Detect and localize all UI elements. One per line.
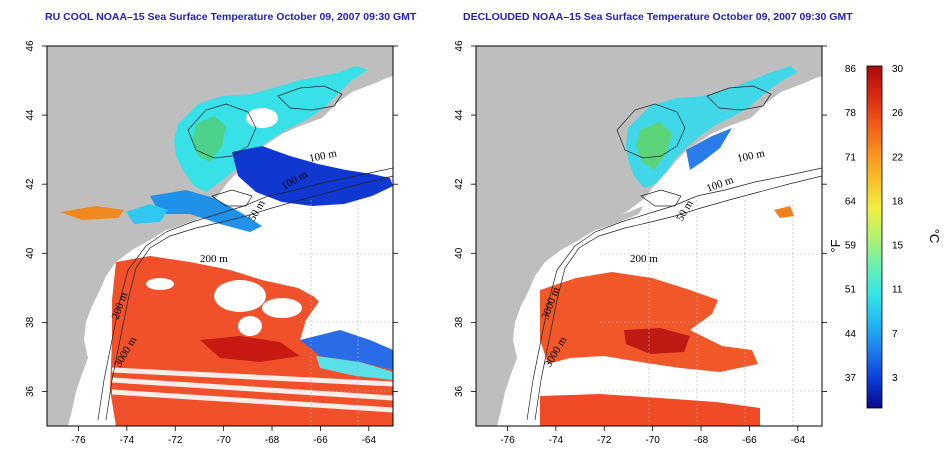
right-lat-tick-label: 38 <box>454 316 465 328</box>
sst-cyan-east <box>316 356 393 380</box>
land-mainland-r <box>476 46 822 426</box>
cloud-blobs <box>146 108 393 336</box>
right-lon-tick-label: -72 <box>597 435 612 446</box>
right-lon-tick-label: -76 <box>500 435 515 446</box>
colorbar-fahrenheit-label: 59 <box>845 241 857 252</box>
colorbar-celsius-label: 18 <box>892 196 904 207</box>
sst-hotspot-r <box>624 328 690 354</box>
land-nova-scotia-r <box>759 52 822 104</box>
left-lon-tick-label: -64 <box>362 435 377 446</box>
sst-hotspot <box>200 336 300 362</box>
colorbar-gradient <box>866 65 883 409</box>
left-lon-tick-label: -66 <box>313 435 328 446</box>
left-lat-tick-label: 40 <box>25 247 36 259</box>
left-lon-tick-label: -70 <box>216 435 231 446</box>
right-lon-tick-label: -70 <box>645 435 660 446</box>
grid-right <box>600 200 822 426</box>
right-map-panel <box>476 46 822 426</box>
sst-shelf-cyan <box>126 204 168 224</box>
colorbar-celsius-label: 22 <box>892 152 904 163</box>
sst-cloud-east <box>300 330 393 370</box>
left-iso-label-200m-a: 200 m <box>200 253 228 265</box>
left-lat-tick-label: 42 <box>25 178 36 190</box>
sst-blue-cloud <box>232 146 393 206</box>
land-long-island-r <box>589 206 643 230</box>
sst-gulf-r <box>626 66 798 188</box>
isobath-contours-right <box>526 85 822 421</box>
right-axis-ticks: -76 -74 -72 -70 -68 -66 -64 36 38 40 42 44 46 <box>454 40 827 446</box>
right-iso-label-100m-a: 100 m <box>736 147 766 165</box>
colorbar-labels: 86 30 78 26 71 22 64 18 59 15 51 11 44 7 37 3 <box>845 64 904 384</box>
colorbar-celsius-label: 26 <box>892 108 904 119</box>
sst-midblue <box>150 190 262 232</box>
scan-stripes <box>111 367 393 413</box>
right-lat-tick-label: 40 <box>454 247 465 259</box>
left-map-panel <box>47 46 393 426</box>
left-lon-tick-label: -74 <box>120 435 135 446</box>
sst-south-bottom-r <box>540 394 760 426</box>
right-lon-tick-label: -68 <box>694 435 709 446</box>
colorbar-fahrenheit-label: 44 <box>845 329 857 340</box>
grid-left <box>300 200 393 426</box>
right-lon-tick-label: -66 <box>742 435 757 446</box>
right-lon-tick-label: -64 <box>791 435 806 446</box>
colorbar-fahrenheit-label: 51 <box>845 285 857 296</box>
right-map-title: DECLOUDED NOAA–15 Sea Surface Temperatur… <box>463 11 853 23</box>
left-lat-tick-label: 44 <box>25 109 36 121</box>
unit-fahrenheit: °F <box>828 239 843 252</box>
unit-celsius: °C <box>927 229 942 244</box>
left-iso-label-100m-a: 100 m <box>308 147 338 165</box>
colorbar-celsius-label: 3 <box>892 373 898 384</box>
left-lon-tick-label: -68 <box>265 435 280 446</box>
colorbar-fahrenheit-label: 71 <box>845 152 857 163</box>
colorbar-celsius-label: 11 <box>892 285 903 296</box>
right-lat-tick-label: 42 <box>454 178 465 190</box>
colorbar: 86 30 78 26 71 22 64 18 59 15 51 11 44 7 37 3 °F °C <box>828 64 942 409</box>
left-lon-tick-label: -72 <box>168 435 183 446</box>
right-map-frame <box>475 45 823 427</box>
right-lat-tick-label: 36 <box>454 385 465 397</box>
colorbar-celsius-label: 30 <box>892 64 904 75</box>
left-map-frame <box>46 45 394 427</box>
sst-orange-dot-r <box>774 206 794 218</box>
left-lon-tick-label: -76 <box>71 435 86 446</box>
colorbar-celsius-label: 15 <box>892 241 904 252</box>
left-lat-tick-label: 36 <box>25 385 36 397</box>
right-lon-tick-label: -74 <box>549 435 564 446</box>
right-iso-label-200m: 200 m <box>630 253 658 265</box>
sst-green-patch <box>192 116 226 162</box>
colorbar-celsius-label: 7 <box>892 329 898 340</box>
sst-gulf-of-maine <box>174 66 368 192</box>
left-lat-tick-label: 46 <box>25 40 36 52</box>
land-nova-scotia <box>330 52 393 104</box>
left-lat-tick-label: 38 <box>25 316 36 328</box>
colorbar-fahrenheit-label: 86 <box>845 64 857 75</box>
sst-blue-r <box>686 128 732 170</box>
isobath-contours-left <box>97 85 393 421</box>
colorbar-fahrenheit-label: 78 <box>845 108 857 119</box>
sst-orange-band <box>60 206 124 220</box>
right-lat-tick-label: 46 <box>454 40 465 52</box>
left-map-title: RU COOL NOAA–15 Sea Surface Temperature … <box>45 11 417 23</box>
land-mainland <box>47 46 393 426</box>
colorbar-fahrenheit-label: 37 <box>845 373 857 384</box>
colorbar-fahrenheit-label: 64 <box>845 196 857 207</box>
left-axis-ticks: -76 -74 -72 -70 -68 -66 -64 36 38 40 42 44 46 <box>25 40 398 446</box>
right-lat-tick-label: 44 <box>454 109 465 121</box>
